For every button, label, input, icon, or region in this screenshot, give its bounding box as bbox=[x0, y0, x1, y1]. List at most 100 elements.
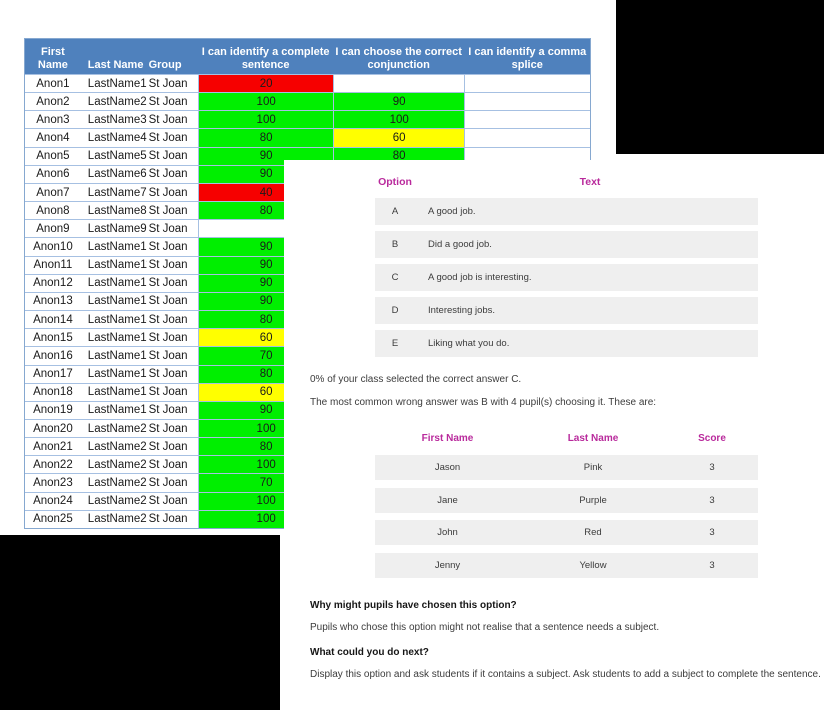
cell-last-name[interactable]: LastName18 bbox=[87, 386, 147, 399]
cell-first-name[interactable]: Anon8 bbox=[36, 204, 70, 217]
cell-group[interactable]: St Joan bbox=[148, 458, 188, 471]
cell-group[interactable]: St Joan bbox=[148, 95, 188, 108]
cell-group[interactable]: St Joan bbox=[148, 495, 188, 508]
cell-group[interactable]: St Joan bbox=[148, 77, 188, 90]
cell-first-name[interactable]: Anon15 bbox=[33, 331, 73, 344]
cell-group[interactable]: St Joan bbox=[148, 404, 188, 417]
cell-group[interactable]: St Joan bbox=[148, 113, 188, 126]
cell-score-comma-splice[interactable] bbox=[464, 129, 590, 147]
cell-first-name[interactable]: Anon14 bbox=[33, 313, 73, 326]
cell-group[interactable]: St Joan bbox=[148, 331, 188, 344]
cell-first-name[interactable]: Anon21 bbox=[33, 440, 73, 453]
cell-group[interactable]: St Joan bbox=[148, 422, 188, 435]
cell-first-name[interactable]: Anon19 bbox=[33, 404, 73, 417]
cell-first-name[interactable]: Anon12 bbox=[33, 277, 73, 290]
cell-group[interactable]: St Joan bbox=[148, 132, 188, 145]
cell-score-comma-splice[interactable] bbox=[464, 93, 590, 111]
gradebook-header-score-conjunction: I can choose the correct conjunction bbox=[335, 45, 462, 71]
cell-last-name[interactable]: LastName24 bbox=[87, 495, 147, 508]
student-last-name: Pink bbox=[583, 462, 603, 473]
cell-first-name[interactable]: Anon2 bbox=[36, 95, 70, 108]
cell-first-name[interactable]: Anon6 bbox=[36, 168, 70, 181]
cell-score-sentence[interactable] bbox=[198, 220, 333, 238]
cell-score-sentence[interactable]: 80 bbox=[198, 129, 333, 147]
cell-first-name[interactable]: Anon17 bbox=[33, 368, 73, 381]
student-score: 3 bbox=[709, 462, 715, 473]
cell-last-name[interactable]: LastName13 bbox=[87, 295, 147, 308]
cell-last-name[interactable]: LastName14 bbox=[87, 313, 147, 326]
cell-first-name[interactable]: Anon20 bbox=[33, 422, 73, 435]
cell-last-name[interactable]: LastName17 bbox=[87, 368, 147, 381]
cell-first-name[interactable]: Anon22 bbox=[33, 458, 73, 471]
cell-score-comma-splice[interactable] bbox=[464, 147, 590, 165]
cell-first-name[interactable]: Anon18 bbox=[33, 386, 73, 399]
cell-score-conjunction[interactable]: 100 bbox=[332, 111, 465, 129]
cell-score-comma-splice[interactable] bbox=[464, 75, 590, 93]
cell-group[interactable]: St Joan bbox=[148, 259, 188, 272]
cell-first-name[interactable]: Anon16 bbox=[33, 349, 73, 362]
cell-group[interactable]: St Joan bbox=[148, 513, 188, 526]
cell-first-name[interactable]: Anon1 bbox=[36, 77, 70, 90]
cell-group[interactable]: St Joan bbox=[148, 277, 188, 290]
cell-last-name[interactable]: LastName2 bbox=[87, 95, 147, 108]
cell-last-name[interactable]: LastName25 bbox=[87, 513, 147, 526]
student-score: 3 bbox=[709, 559, 715, 571]
cell-first-name[interactable]: Anon3 bbox=[36, 113, 70, 126]
cell-last-name[interactable]: LastName20 bbox=[87, 422, 147, 435]
next-steps-body: Display this option and ask students if … bbox=[310, 669, 821, 680]
cell-last-name[interactable]: LastName3 bbox=[87, 113, 147, 126]
cell-group[interactable]: St Joan bbox=[148, 368, 188, 381]
cell-group[interactable]: St Joan bbox=[148, 440, 188, 453]
cell-last-name[interactable]: LastName16 bbox=[87, 349, 147, 362]
cell-group[interactable]: St Joan bbox=[148, 313, 188, 326]
cell-first-name[interactable]: Anon13 bbox=[33, 295, 73, 308]
option-row-a: A A good job. bbox=[375, 198, 758, 225]
cell-score-conjunction[interactable]: 60 bbox=[332, 129, 465, 147]
cell-first-name[interactable]: Anon4 bbox=[36, 132, 70, 145]
cell-last-name[interactable]: LastName11 bbox=[87, 259, 147, 272]
cell-group[interactable]: St Joan bbox=[148, 222, 188, 235]
cell-last-name[interactable]: LastName19 bbox=[87, 404, 147, 417]
cell-last-name[interactable]: LastName10 bbox=[87, 240, 147, 253]
cell-last-name[interactable]: LastName22 bbox=[87, 458, 147, 471]
cell-group[interactable]: St Joan bbox=[148, 150, 188, 163]
cell-last-name[interactable]: LastName5 bbox=[87, 150, 147, 163]
cell-last-name[interactable]: LastName8 bbox=[87, 204, 147, 217]
cell-group[interactable]: St Joan bbox=[148, 186, 188, 199]
cell-group[interactable]: St Joan bbox=[148, 295, 188, 308]
option-row-c: C A good job is interesting. bbox=[375, 264, 758, 291]
cell-score-comma-splice[interactable] bbox=[464, 111, 590, 129]
cell-first-name[interactable]: Anon5 bbox=[36, 150, 70, 163]
cell-last-name[interactable]: LastName15 bbox=[87, 331, 147, 344]
cell-group[interactable]: St Joan bbox=[148, 477, 188, 490]
cell-first-name[interactable]: Anon24 bbox=[33, 495, 73, 508]
cell-first-name[interactable]: Anon11 bbox=[33, 259, 73, 272]
cell-score-sentence[interactable]: 20 bbox=[198, 75, 333, 93]
cell-score-sentence[interactable]: 100 bbox=[198, 93, 333, 111]
why-chosen-heading: Why might pupils have chosen this option… bbox=[310, 600, 517, 611]
cell-last-name[interactable]: LastName1 bbox=[87, 77, 147, 90]
cell-first-name[interactable]: Anon25 bbox=[33, 513, 73, 526]
cell-group[interactable]: St Joan bbox=[148, 386, 188, 399]
cell-first-name[interactable]: Anon10 bbox=[33, 240, 73, 253]
cell-group[interactable]: St Joan bbox=[148, 240, 188, 253]
cell-last-name[interactable]: LastName9 bbox=[87, 222, 147, 235]
cell-score-conjunction[interactable]: 90 bbox=[332, 93, 465, 111]
cell-group[interactable]: St Joan bbox=[148, 168, 188, 181]
cell-score-sentence[interactable]: 100 bbox=[198, 111, 333, 129]
cell-first-name[interactable]: Anon9 bbox=[36, 222, 70, 235]
cell-group[interactable]: St Joan bbox=[148, 204, 188, 217]
cell-last-name[interactable]: LastName4 bbox=[87, 132, 147, 145]
cell-last-name[interactable]: LastName6 bbox=[87, 168, 147, 181]
cell-group[interactable]: St Joan bbox=[148, 349, 188, 362]
cell-score-conjunction[interactable] bbox=[332, 75, 465, 93]
cell-last-name[interactable]: LastName23 bbox=[87, 477, 147, 490]
common-wrong-answer-stat: The most common wrong answer was B with … bbox=[310, 397, 657, 408]
option-letter: B bbox=[391, 239, 399, 250]
cell-last-name[interactable]: LastName12 bbox=[87, 277, 147, 290]
cell-last-name[interactable]: LastName21 bbox=[87, 440, 147, 453]
cell-last-name[interactable]: LastName7 bbox=[87, 186, 147, 199]
cell-first-name[interactable]: Anon7 bbox=[36, 186, 70, 199]
cell-first-name[interactable]: Anon23 bbox=[33, 477, 73, 490]
gradebook-header-score-comma-splice: I can identify a comma splice bbox=[468, 45, 587, 71]
